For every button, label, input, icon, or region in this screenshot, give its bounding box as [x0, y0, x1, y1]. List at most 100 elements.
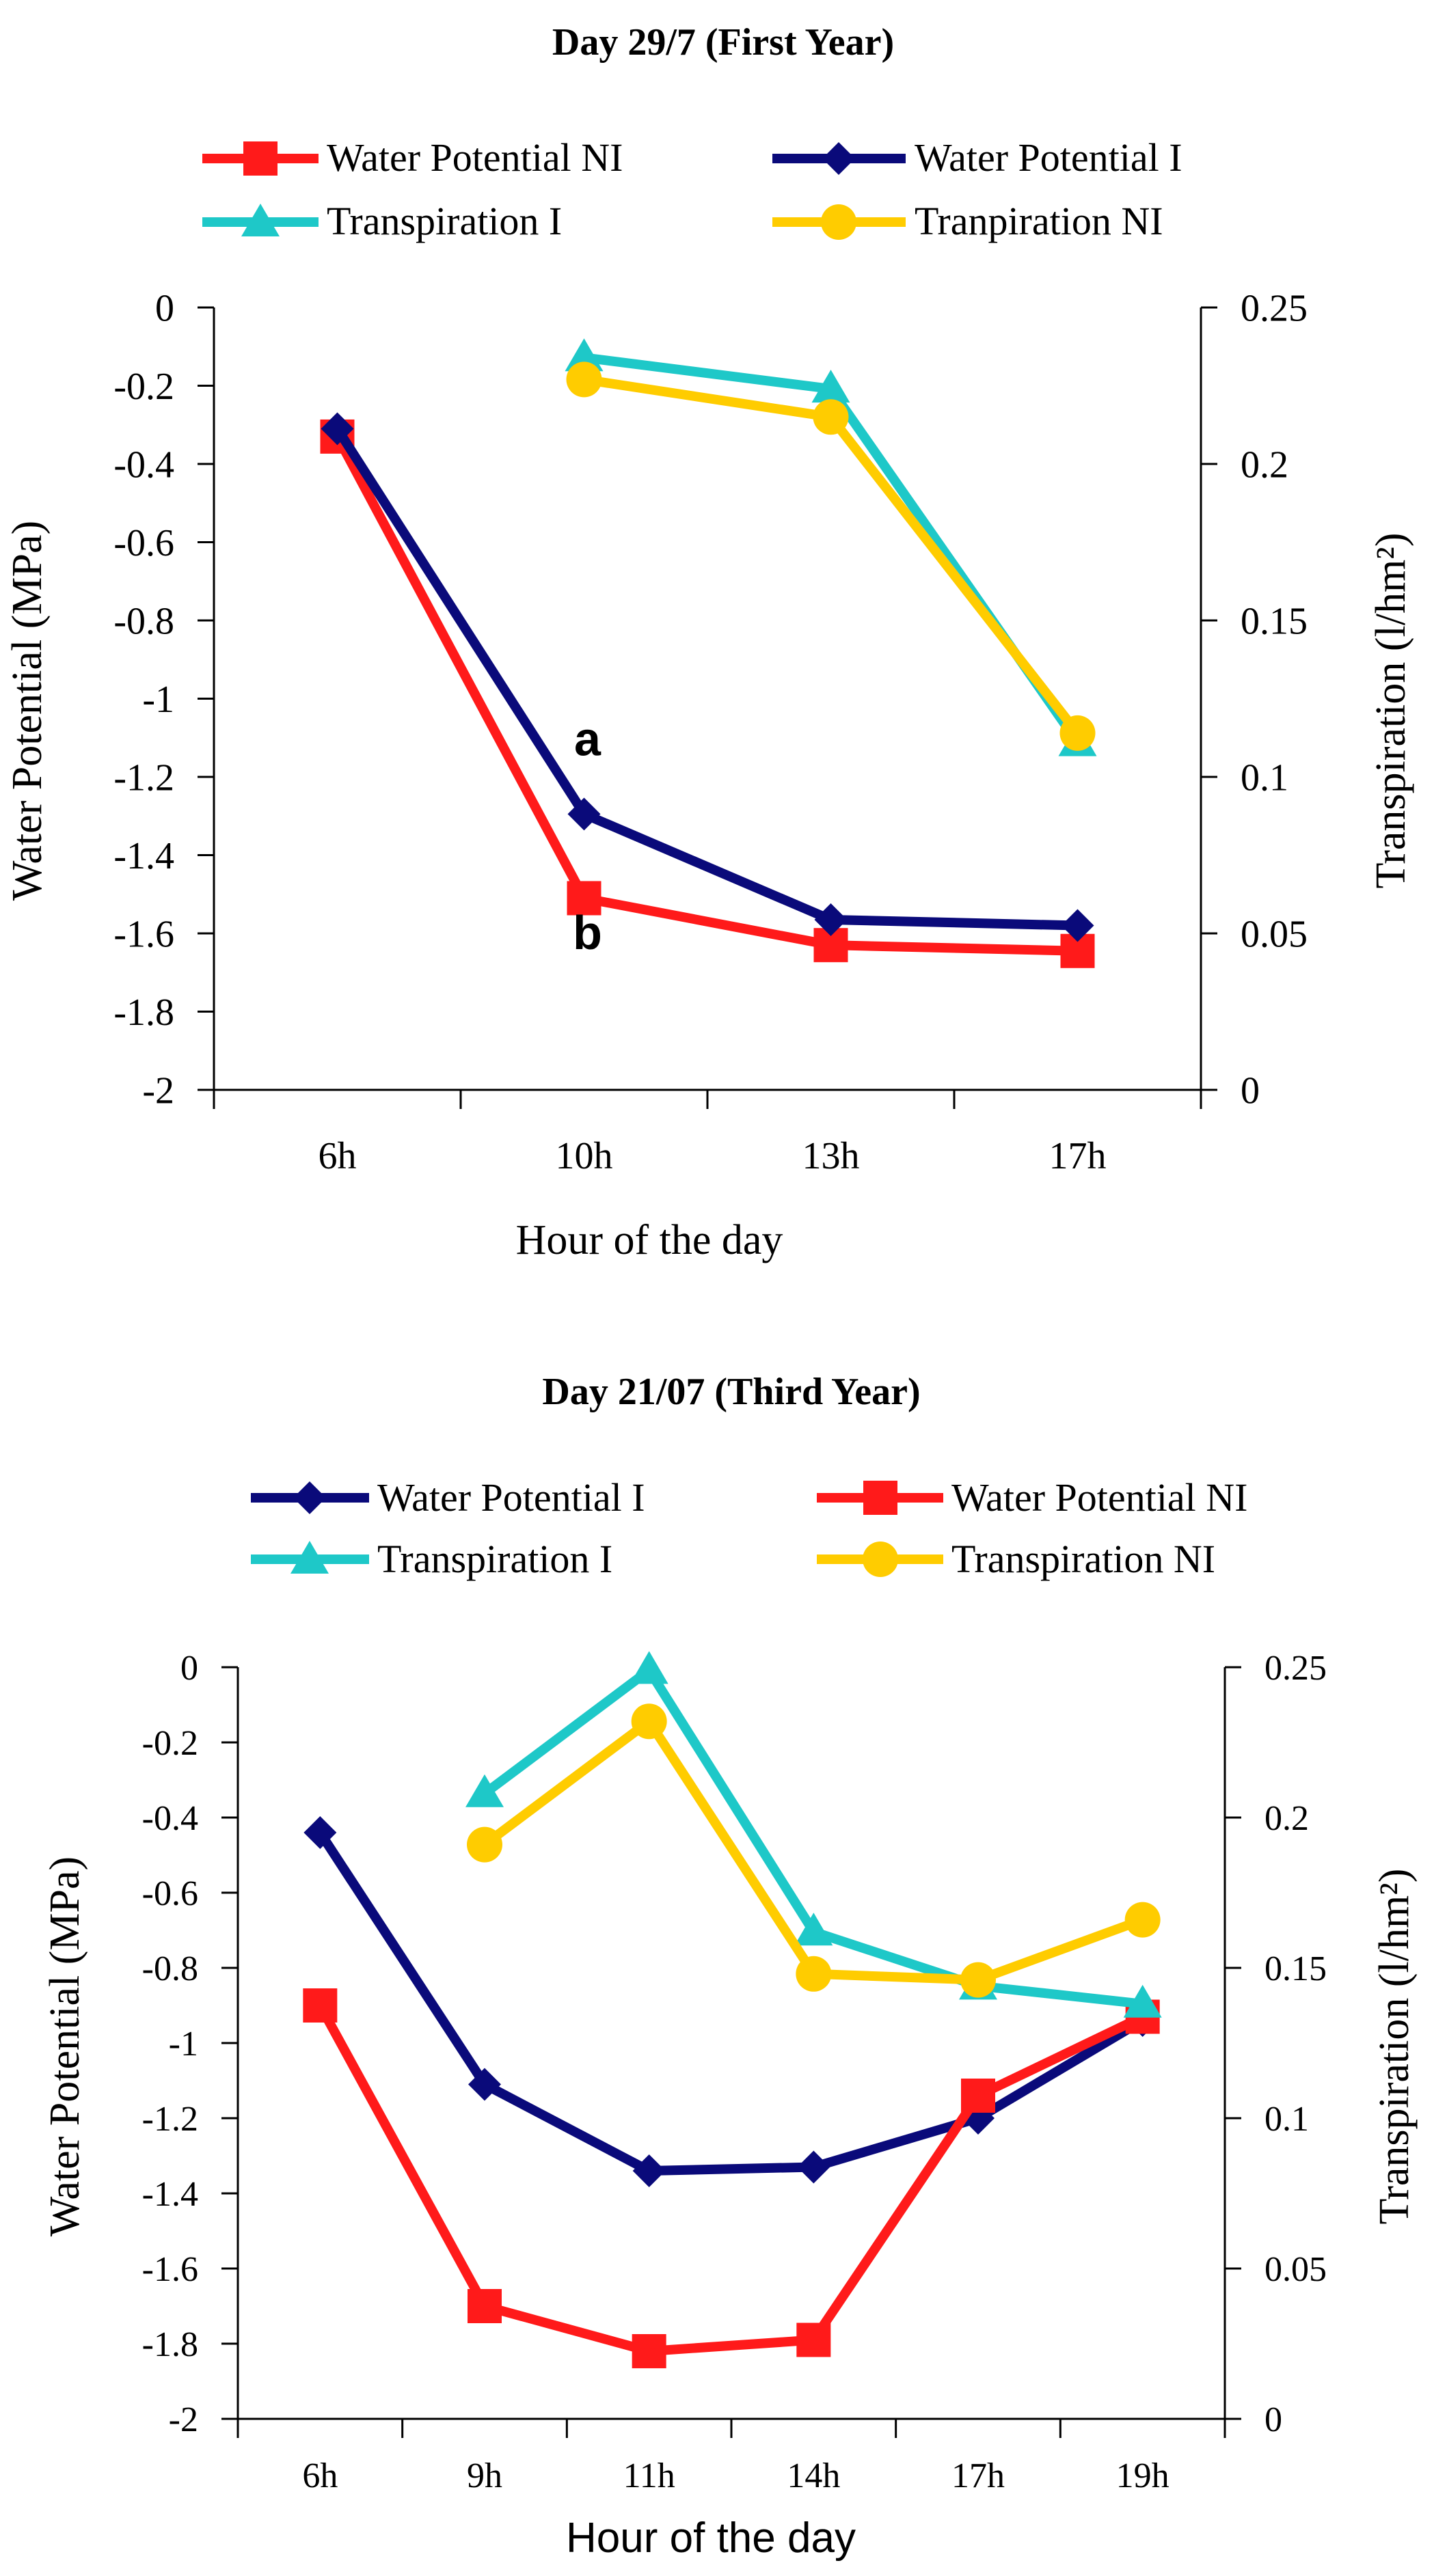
chart-1-legend-label-3: Tranpiration NI: [915, 199, 1163, 243]
y-tick-label: -1: [142, 679, 174, 721]
chart-2: Day 21/07 (Third Year) Water Potential I…: [42, 1371, 1418, 2562]
x-tick-label: 17h: [1049, 1135, 1107, 1177]
chart-1-title: Day 29/7 (First Year): [552, 21, 894, 64]
y2-tick-label: 0.2: [1241, 444, 1288, 487]
x-tick-label: 6h: [319, 1135, 357, 1177]
chart-2-y-axis-label: Water Potential (MPa): [42, 1856, 88, 2236]
y-tick-label: -1.8: [113, 991, 174, 1034]
chart-1-legend-label-1: Water Potential I: [915, 135, 1182, 180]
data-point-transpiration-ni: [467, 1826, 502, 1863]
chart-1-legend-item-3: Tranpiration NI: [772, 199, 1163, 243]
data-point-transpiration-ni: [1124, 1902, 1161, 1938]
chart-1-legend: Water Potential NI Water Potential I Tra…: [202, 135, 1182, 243]
data-point-water-potential-i: [632, 2154, 666, 2187]
chart-1-y-axis-label: Water Potential (MPa): [4, 521, 51, 901]
data-point-transpiration-i: [630, 1651, 668, 1684]
y2-tick-label: 0.1: [1265, 2100, 1309, 2139]
data-point-water-potential-ni: [796, 2322, 831, 2357]
data-point-water-potential-ni: [303, 1988, 338, 2023]
data-point-water-potential-ni: [567, 881, 601, 916]
y-tick-label: -0.8: [113, 601, 174, 643]
square-marker-icon: [863, 1481, 897, 1515]
chart-2-title: Day 21/07 (Third Year): [542, 1371, 920, 1413]
data-point-transpiration-i: [794, 1913, 833, 1946]
y2-tick-label: 0.05: [1265, 2250, 1327, 2289]
y2-tick-label: 0.25: [1241, 288, 1308, 330]
y2-tick-label: 0: [1241, 1070, 1260, 1112]
diamond-marker-icon: [293, 1481, 326, 1514]
x-tick-label: 6h: [302, 2456, 338, 2495]
chart-1-legend-label-0: Water Potential NI: [327, 135, 623, 180]
data-point-transpiration-i: [465, 1774, 504, 1807]
y-tick-label: -2: [169, 2400, 198, 2439]
y-tick-label: -0.4: [142, 1799, 198, 1838]
y-tick-label: -2: [142, 1070, 174, 1112]
annotation-label: b: [573, 906, 602, 959]
y-tick-label: -0.4: [113, 444, 174, 487]
y-tick-label: -1.2: [113, 757, 174, 799]
circle-marker-icon: [863, 1542, 898, 1577]
data-point-water-potential-i: [468, 2068, 501, 2101]
x-tick-label: 19h: [1116, 2456, 1169, 2495]
data-point-tranpiration-ni: [566, 361, 602, 398]
y2-tick-label: 0.2: [1265, 1799, 1309, 1838]
y-tick-label: -0.2: [113, 366, 174, 408]
x-tick-label: 17h: [951, 2456, 1005, 2495]
square-marker-icon: [243, 141, 278, 176]
annotation-label: a: [574, 713, 601, 766]
chart-2-x-axis-label: Hour of the day: [566, 2515, 856, 2562]
chart-2-legend-item-0: Water Potential I: [251, 1475, 645, 1520]
data-point-water-potential-ni: [961, 2079, 995, 2113]
y-tick-label: -1.6: [142, 2250, 198, 2289]
y2-tick-label: 0.1: [1241, 757, 1288, 799]
data-point-water-potential-i: [814, 903, 848, 936]
y-tick-label: -1.4: [142, 2175, 198, 2214]
triangle-marker-icon: [290, 1541, 329, 1574]
chart-2-y2-axis-label: Transpiration (l/hm²): [1371, 1869, 1418, 2225]
x-tick-label: 10h: [556, 1135, 613, 1177]
data-point-water-potential-i: [321, 412, 354, 446]
chart-2-legend: Water Potential I Water Potential NI Tra…: [251, 1475, 1247, 1581]
x-tick-label: 11h: [623, 2456, 675, 2495]
y2-tick-label: 0.15: [1265, 1949, 1327, 1988]
y-tick-label: -0.8: [142, 1949, 198, 1988]
data-point-water-potential-i: [303, 1816, 337, 1849]
data-point-tranpiration-ni: [1059, 715, 1096, 751]
series-line-water-potential-i: [333, 426, 1078, 931]
data-point-tranpiration-ni: [813, 399, 849, 435]
chart-2-legend-label-0: Water Potential I: [377, 1475, 645, 1520]
chart-2-legend-label-3: Transpiration NI: [951, 1537, 1215, 1581]
chart-1-series: ab: [320, 338, 1097, 968]
data-point-transpiration-i: [565, 338, 604, 372]
data-point-transpiration-ni: [631, 1703, 667, 1740]
series-line-water-potential-i: [316, 1830, 1146, 2176]
chart-2-legend-label-1: Water Potential NI: [951, 1475, 1247, 1520]
y2-tick-label: 0.15: [1241, 601, 1308, 643]
y2-tick-label: 0: [1265, 2400, 1282, 2439]
y-tick-label: -1.2: [142, 2100, 198, 2139]
y-tick-label: -1.4: [113, 835, 174, 877]
chart-1-x-axis-label: Hour of the day: [516, 1217, 783, 1263]
y-tick-label: -0.2: [142, 1724, 198, 1763]
y2-tick-label: 0.05: [1241, 914, 1308, 956]
y-tick-label: -1.6: [113, 914, 174, 956]
chart-1-legend-label-2: Transpiration I: [327, 199, 562, 243]
chart-1-legend-item-0: Water Potential NI: [202, 135, 623, 180]
x-tick-label: 9h: [467, 2456, 502, 2495]
x-tick-label: 14h: [787, 2456, 840, 2495]
chart-2-legend-item-1: Water Potential NI: [817, 1475, 1247, 1520]
chart-2-axes: 0 -0.2 -0.4 -0.6 -0.8 -1 -1.2 -1.4 -1.6 -1.8 -2 0.2…: [142, 1649, 1327, 2495]
y-tick-label: -0.6: [142, 1874, 198, 1913]
y2-tick-label: 0.25: [1265, 1649, 1327, 1688]
y-tick-label: 0: [180, 1649, 198, 1688]
chart-1-legend-item-1: Water Potential I: [772, 135, 1182, 180]
data-point-transpiration-ni: [960, 1962, 996, 1998]
circle-marker-icon: [821, 204, 856, 240]
series-line-water-potential-ni: [333, 434, 1078, 956]
chart-1-y2-axis-label: Transpiration (l/hm²): [1368, 533, 1414, 889]
chart-1: Day 29/7 (First Year) Water Potential NI…: [4, 21, 1414, 1263]
chart-1-axes: 0 -0.2 -0.4 -0.6 -0.8 -1 -1.2 -1.4 -1.6 -1.8 -2 0.2…: [113, 288, 1308, 1177]
data-point-water-potential-i: [1061, 909, 1094, 942]
